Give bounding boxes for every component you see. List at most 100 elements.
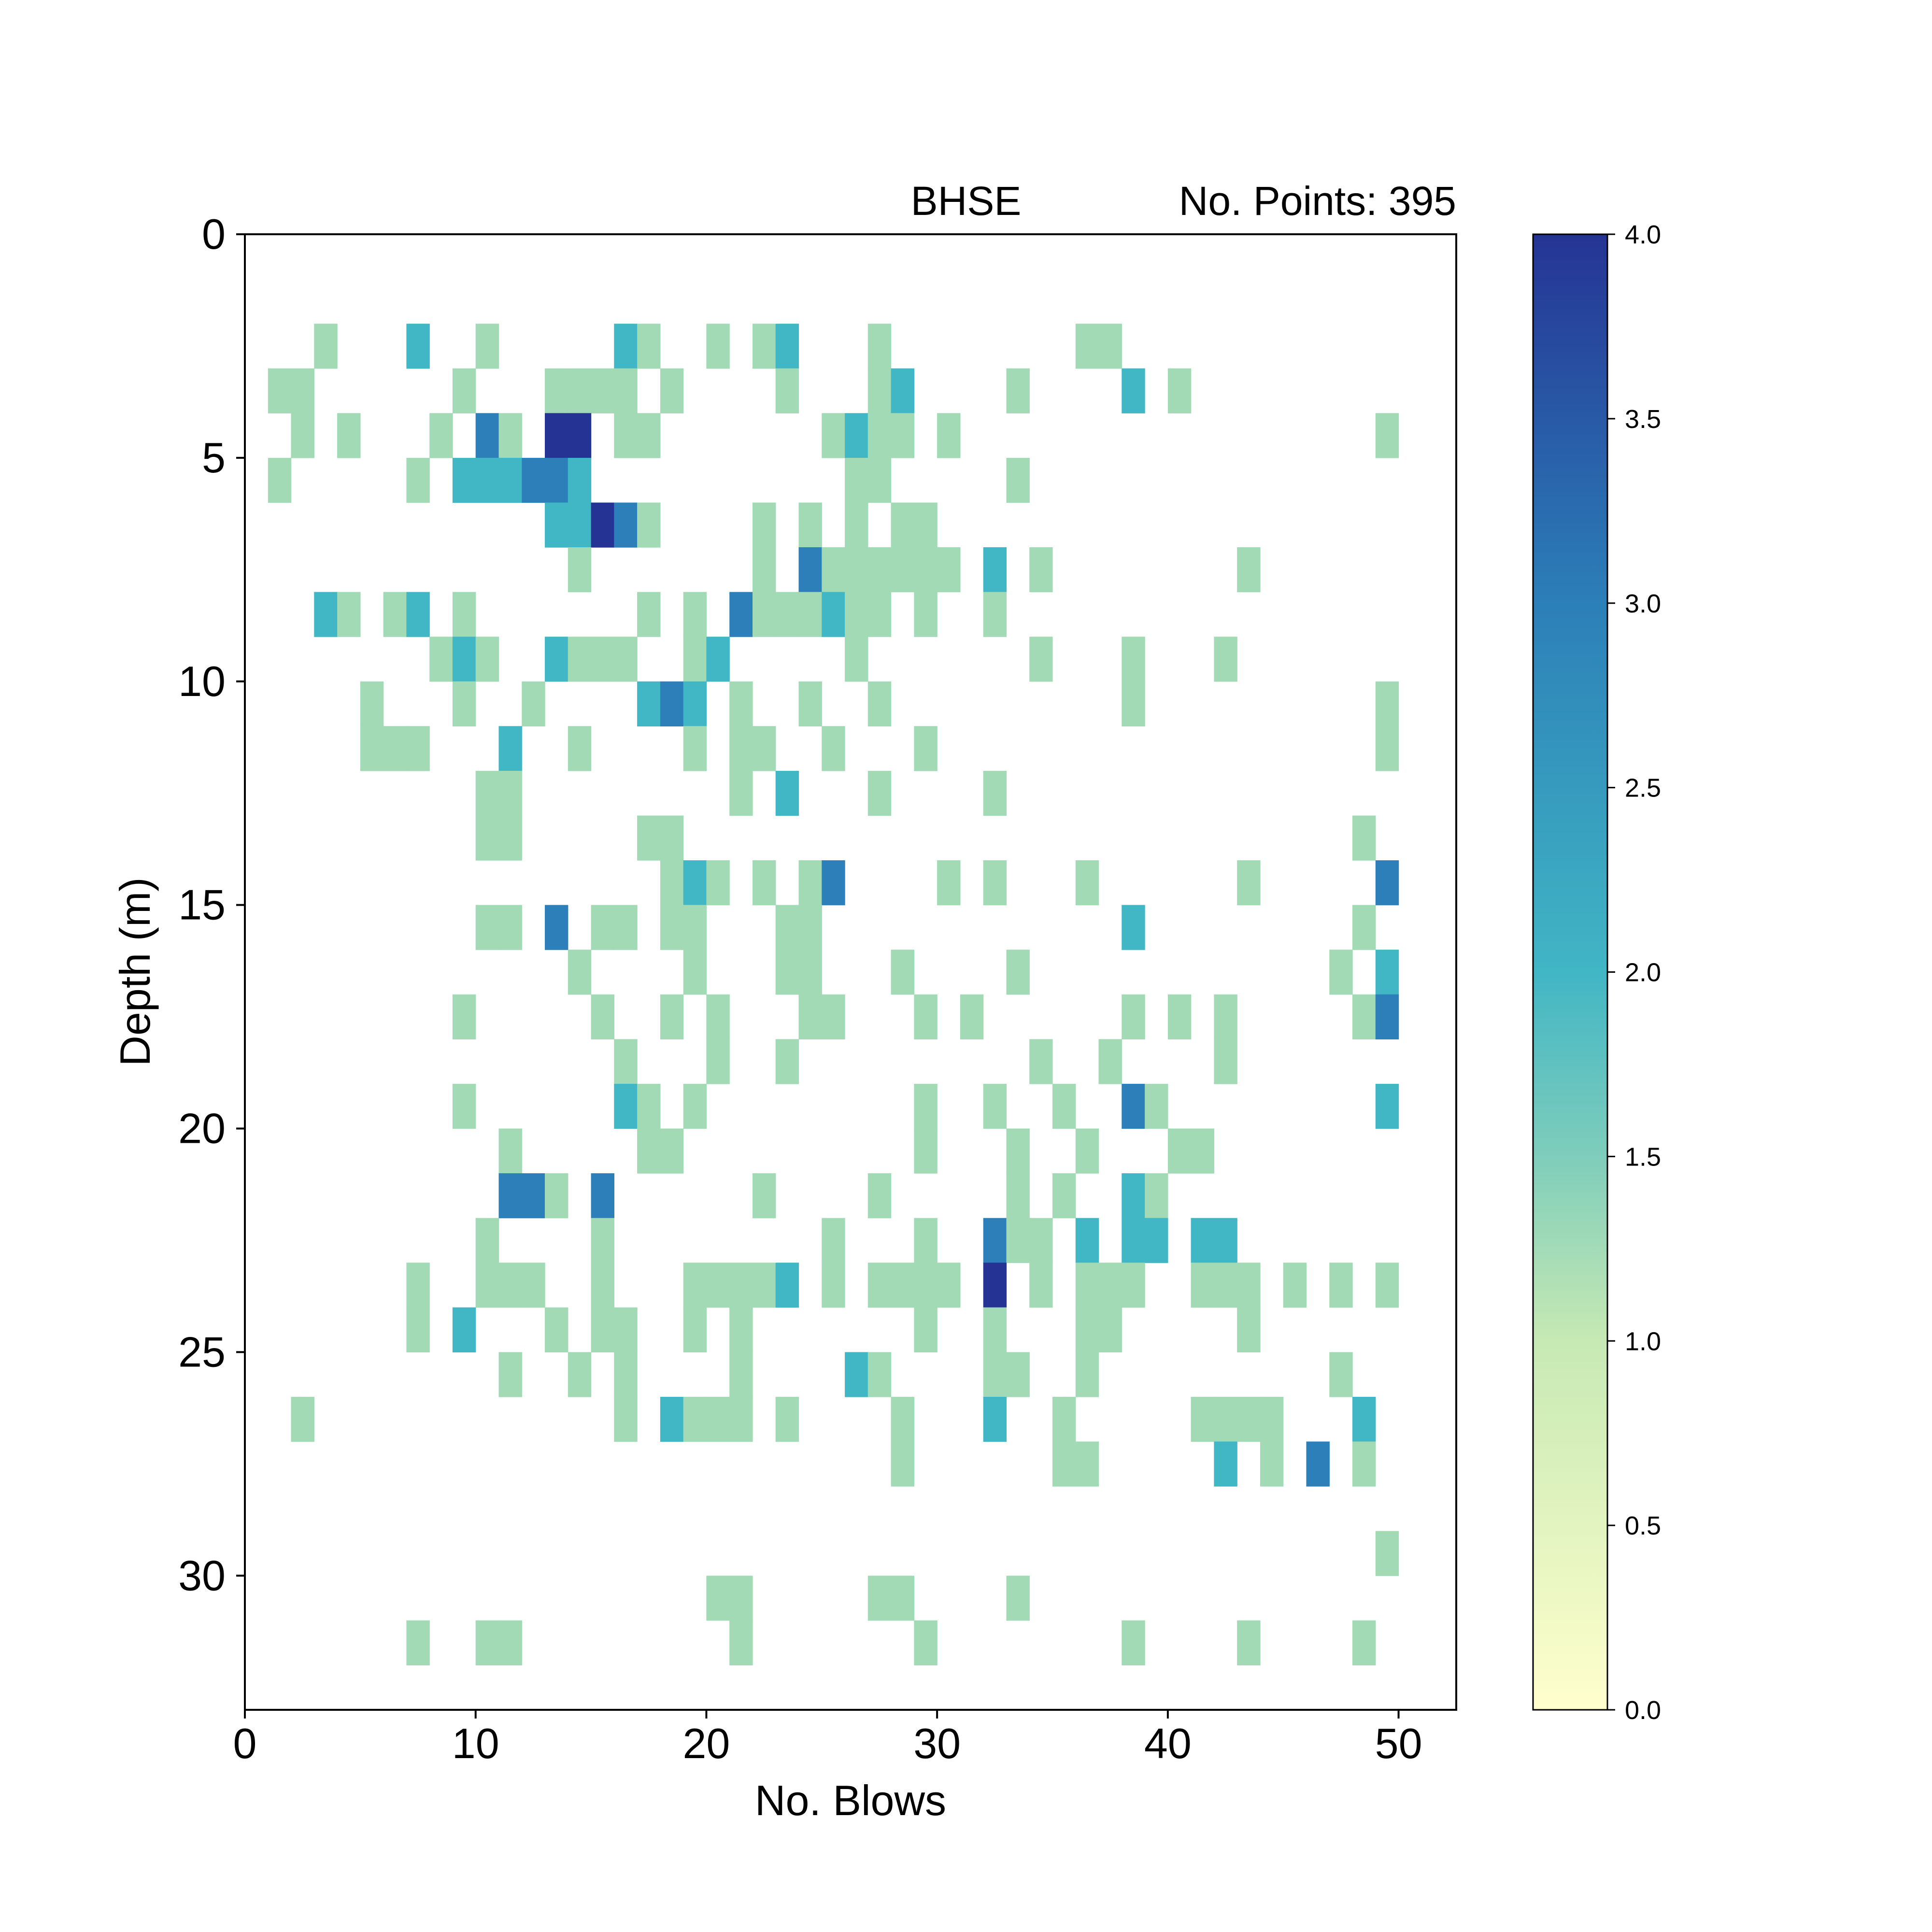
heatmap-cell	[1329, 1352, 1353, 1397]
heatmap-cell	[775, 1263, 799, 1308]
heatmap-cell	[568, 637, 592, 682]
heatmap-cell	[498, 1128, 522, 1174]
heatmap-cell	[753, 860, 776, 906]
heatmap-cell	[614, 1307, 638, 1352]
heatmap-cell	[683, 637, 707, 682]
heatmap-cell	[775, 324, 799, 369]
heatmap-cell	[637, 324, 661, 369]
heatmap-cell	[983, 1352, 1007, 1397]
heatmap-cell	[706, 324, 730, 369]
heatmap-cell	[1191, 1263, 1214, 1308]
heatmap-cell	[406, 1307, 430, 1352]
heatmap-cell	[891, 1576, 914, 1621]
heatmap-cell	[775, 905, 799, 950]
heatmap-cell	[1375, 860, 1399, 906]
colorbar-tick-label: 1.5	[1625, 1142, 1661, 1171]
heatmap-cell	[568, 1352, 592, 1397]
heatmap-cell	[775, 1397, 799, 1442]
heatmap-cells	[268, 324, 1399, 1665]
x-axis-label: No. Blows	[755, 1776, 946, 1824]
heatmap-cell	[914, 1083, 938, 1129]
x-tick-label: 40	[1144, 1719, 1192, 1767]
heatmap-cell	[637, 502, 661, 548]
heatmap-cell	[268, 368, 292, 413]
heatmap-cell	[1145, 1083, 1168, 1129]
heatmap-cell	[522, 681, 545, 726]
heatmap-cell	[1191, 1218, 1214, 1263]
heatmap-cell	[1214, 637, 1237, 682]
heatmap-cell	[683, 950, 707, 995]
heatmap-cell	[1075, 1307, 1099, 1352]
heatmap-cell	[891, 502, 914, 548]
heatmap-cell	[1214, 1039, 1237, 1084]
heatmap-cell	[1122, 1620, 1145, 1665]
heatmap-cell	[914, 1620, 938, 1665]
heatmap-cell	[452, 681, 476, 726]
heatmap-cell	[568, 502, 592, 548]
heatmap-cell	[660, 1397, 684, 1442]
heatmap-cell	[983, 592, 1007, 637]
heatmap-cell	[498, 1352, 522, 1397]
heatmap-cell	[1098, 1307, 1122, 1352]
heatmap-cell	[1122, 994, 1145, 1039]
colorbar	[1532, 233, 1608, 1711]
heatmap-cell	[683, 726, 707, 771]
heatmap-cell	[337, 413, 361, 458]
chart-title-right: No. Points: 395	[1179, 178, 1456, 224]
heatmap-cell	[568, 457, 592, 503]
heatmap-cell	[475, 770, 499, 816]
heatmap-cell	[753, 324, 776, 369]
x-axis-ticks: 0 10 20 30 40 50	[233, 1710, 1422, 1767]
heatmap-cell	[1329, 950, 1353, 995]
heatmap-cell	[591, 994, 614, 1039]
heatmap-cell	[729, 1576, 753, 1621]
heatmap-cell	[568, 547, 592, 593]
heatmap-cell	[637, 681, 661, 726]
heatmap-cell	[1075, 1441, 1099, 1487]
heatmap-cell	[475, 637, 499, 682]
heatmap-cell	[798, 905, 822, 950]
heatmap-cell	[845, 1352, 868, 1397]
heatmap-cell	[822, 1263, 845, 1308]
heatmap-cell	[268, 457, 292, 503]
heatmap-cell	[798, 860, 822, 906]
heatmap-cell	[775, 368, 799, 413]
x-tick-label: 10	[452, 1719, 499, 1767]
heatmap-cell	[1352, 1620, 1376, 1665]
heatmap-cell	[729, 592, 753, 637]
heatmap-cell	[1098, 324, 1122, 369]
heatmap-cell	[614, 1083, 638, 1129]
heatmap-cell	[591, 1173, 614, 1219]
heatmap-cell	[867, 324, 892, 369]
heatmap-cell	[314, 592, 338, 637]
heatmap-cell	[798, 502, 822, 548]
heatmap-cell	[1006, 1576, 1030, 1621]
heatmap-cell	[775, 770, 799, 816]
heatmap-cell	[591, 905, 614, 950]
heatmap-cell	[1214, 1263, 1237, 1308]
heatmap-cell	[1052, 1173, 1076, 1219]
heatmap-cell	[706, 1263, 730, 1308]
heatmap-cell	[937, 860, 961, 906]
heatmap-cell	[937, 413, 961, 458]
heatmap-cell	[660, 815, 684, 861]
heatmap-cell	[1352, 815, 1376, 861]
heatmap-cell	[729, 1263, 753, 1308]
heatmap-cell	[591, 1307, 614, 1352]
heatmap-cell	[614, 637, 638, 682]
heatmap-cell	[798, 994, 822, 1039]
heatmap-cell	[475, 905, 499, 950]
heatmap-cell	[545, 413, 568, 458]
heatmap-cell	[706, 1039, 730, 1084]
heatmap-cell	[614, 324, 638, 369]
heatmap-cell	[683, 1397, 707, 1442]
heatmap-cell	[452, 1307, 476, 1352]
heatmap-cell	[545, 1173, 568, 1219]
y-tick-label: 30	[178, 1551, 226, 1599]
heatmap-cell	[1029, 1039, 1053, 1084]
colorbar-tick-label: 2.0	[1625, 958, 1661, 987]
heatmap-cell	[498, 1263, 522, 1308]
heatmap-cell	[1075, 1128, 1099, 1174]
heatmap-cell	[545, 368, 568, 413]
